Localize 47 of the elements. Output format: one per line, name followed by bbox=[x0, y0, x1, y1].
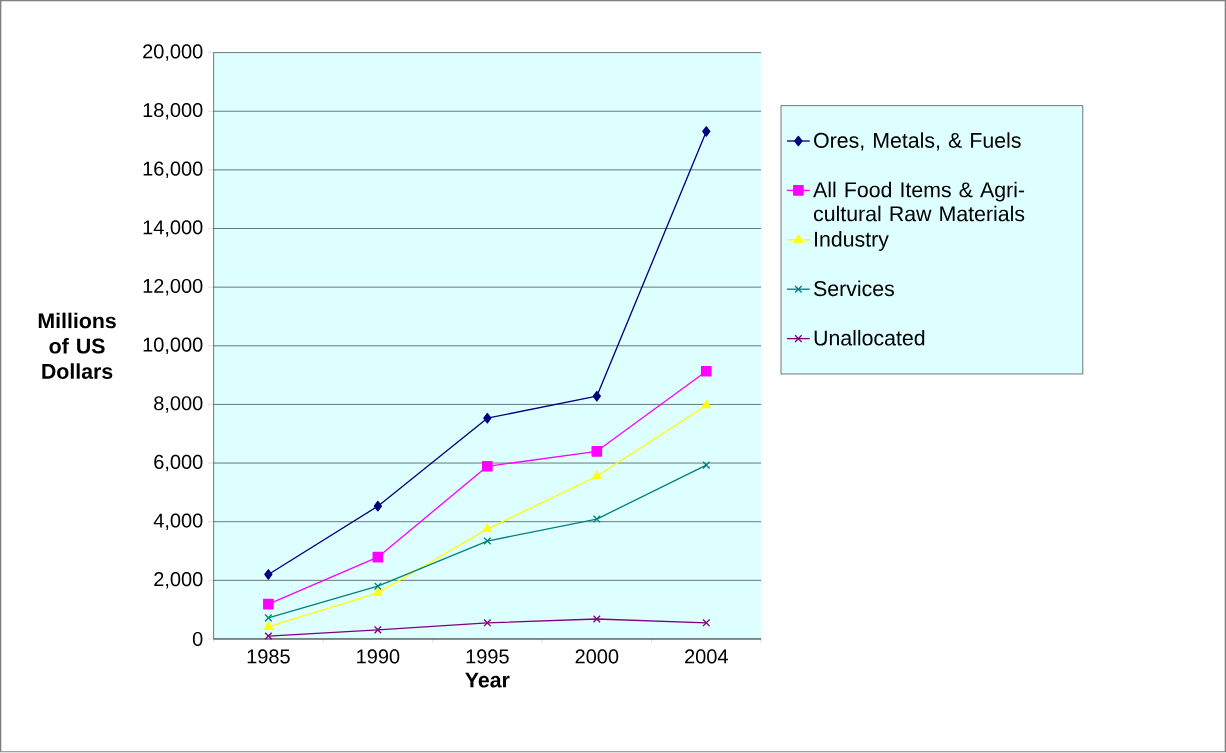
point bbox=[701, 400, 712, 409]
y-tick-label: 10,000 bbox=[143, 337, 203, 355]
y-tick-label: 0 bbox=[192, 632, 203, 647]
point bbox=[373, 626, 382, 635]
y-tick-label: 2,000 bbox=[154, 572, 203, 589]
point bbox=[702, 126, 711, 138]
y-axis-title: Millions of US Dollars bbox=[38, 312, 116, 380]
point bbox=[592, 391, 601, 402]
legend-label: Services bbox=[814, 280, 894, 297]
legend-label: All Food Items & Agri-cultural Raw Materials bbox=[813, 181, 1025, 222]
y-tick-label: 14,000 bbox=[143, 220, 203, 237]
x-tick-label: 1990 bbox=[357, 649, 400, 664]
point bbox=[702, 619, 711, 628]
y-tick-label: 4,000 bbox=[153, 513, 203, 531]
legend-label: Industry bbox=[815, 231, 889, 252]
point bbox=[373, 582, 382, 591]
x-tick-label: 1995 bbox=[466, 649, 509, 664]
legend-label: Ores, Metals, & Fuels bbox=[814, 132, 1021, 151]
point bbox=[373, 501, 383, 512]
point bbox=[373, 587, 383, 597]
point bbox=[263, 621, 274, 631]
point bbox=[592, 515, 601, 524]
y-tick-label: 20,000 bbox=[143, 44, 203, 62]
legend-label: Unallocated bbox=[814, 330, 925, 346]
x-tick-label: 1985 bbox=[247, 649, 290, 664]
point bbox=[482, 523, 493, 533]
point bbox=[264, 614, 273, 623]
y-tick-label: 18,000 bbox=[143, 103, 203, 120]
point bbox=[264, 632, 273, 641]
point bbox=[483, 619, 492, 628]
point bbox=[700, 366, 712, 377]
y-tick-label: 6,000 bbox=[154, 455, 203, 472]
x-tick-label: 2004 bbox=[685, 649, 728, 664]
point bbox=[702, 461, 711, 470]
x-axis-title: Year bbox=[465, 672, 510, 688]
y-tick-label: 8,000 bbox=[154, 396, 203, 413]
y-tick-label: 16,000 bbox=[143, 161, 203, 179]
point bbox=[592, 615, 601, 624]
point bbox=[591, 446, 603, 457]
point bbox=[263, 598, 274, 610]
x-tick-label: 2000 bbox=[575, 649, 619, 664]
point bbox=[483, 413, 492, 424]
y-tick-label: 12,000 bbox=[143, 279, 203, 296]
point bbox=[264, 569, 273, 581]
point bbox=[592, 471, 602, 480]
point bbox=[482, 461, 493, 472]
point bbox=[483, 537, 492, 546]
